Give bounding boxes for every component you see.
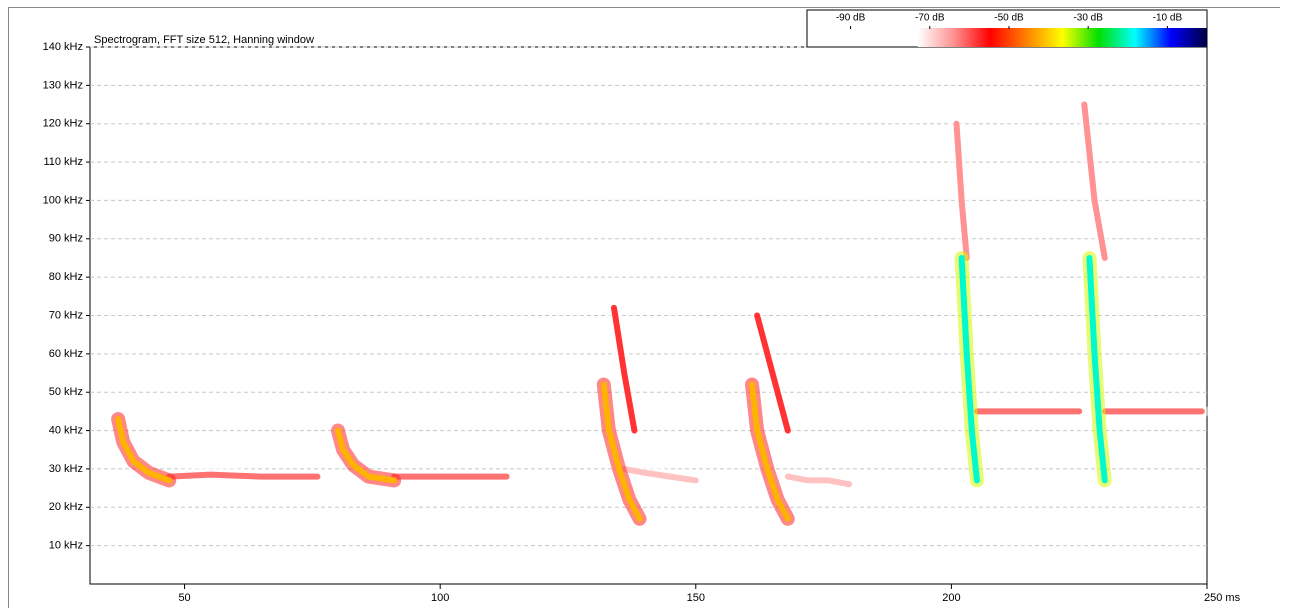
spectral-track: [600, 381, 643, 522]
spectral-track: [749, 381, 791, 522]
spectral-track: [958, 254, 980, 484]
x-tick-label: 250 ms: [1204, 592, 1241, 604]
x-tick-label: 200: [942, 592, 960, 604]
spectral-track: [1081, 101, 1108, 261]
colorbar-gradient: [917, 28, 1207, 47]
y-tick-label: 110 kHz: [43, 156, 83, 168]
colorbar-label: -30 dB: [1073, 13, 1103, 24]
spectral-track: [334, 427, 398, 484]
frame: [8, 7, 1280, 608]
x-tick-label: 150: [687, 592, 705, 604]
y-tick-label: 40 kHz: [49, 424, 83, 436]
y-tick-label: 10 kHz: [49, 540, 83, 552]
spectral-track: [610, 304, 638, 434]
colorbar-label: -10 dB: [1153, 13, 1183, 24]
spectral-track: [784, 473, 853, 488]
y-tick-label: 140 kHz: [43, 41, 83, 53]
colorbar-label: -70 dB: [915, 13, 945, 24]
y-tick-label: 120 kHz: [43, 118, 83, 130]
spectral-track: [115, 416, 173, 484]
plot-area: [89, 46, 1208, 585]
y-tick-label: 50 kHz: [49, 386, 83, 398]
x-tick-label: 100: [431, 592, 449, 604]
y-tick-label: 30 kHz: [49, 463, 83, 475]
colorbar-label: -50 dB: [994, 13, 1024, 24]
y-tick-label: 70 kHz: [49, 309, 83, 321]
y-tick-label: 80 kHz: [49, 271, 83, 283]
chart-title: Spectrogram, FFT size 512, Hanning windo…: [94, 34, 314, 46]
y-tick-label: 90 kHz: [49, 233, 83, 245]
y-tick-label: 130 kHz: [43, 79, 83, 91]
spectral-track: [166, 471, 321, 480]
spectral-track: [953, 120, 970, 261]
spectral-track: [621, 465, 699, 484]
y-tick-label: 100 kHz: [43, 194, 83, 206]
spectral-track: [1086, 254, 1108, 484]
y-tick-label: 20 kHz: [49, 501, 83, 513]
spectral-track: [754, 312, 791, 434]
x-tick-label: 50: [178, 592, 190, 604]
y-tick-label: 60 kHz: [49, 348, 83, 360]
colorbar-label: -90 dB: [836, 13, 866, 24]
